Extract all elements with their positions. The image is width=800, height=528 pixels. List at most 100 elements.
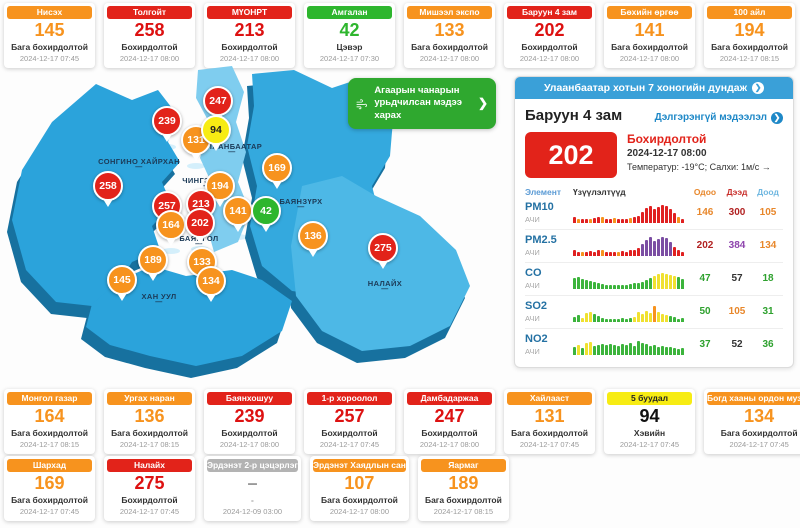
sparkline-bar [593, 217, 596, 223]
station-card[interactable]: 5 буудал 94 Хэвийн 2024-12-17 07:45 [604, 389, 695, 454]
chevron-right-icon: ❯ [477, 95, 488, 110]
map-aqi-marker[interactable]: 94 [201, 115, 231, 159]
station-card[interactable]: Мишээл экспо 133 Бага бохирдолтой 2024-12-1… [404, 3, 495, 68]
aqi-timestamp: 2024-12-17 08:00 [627, 148, 707, 159]
sparkline-bar [629, 317, 632, 322]
station-card[interactable]: Ургах наран 136 Бага бохирдолтой 2024-12-17… [104, 389, 195, 454]
sparkline-bar [589, 250, 592, 256]
pollutant-element-cell: PM2.5 АЧИ [525, 234, 573, 257]
sparkline-bar [649, 312, 652, 322]
sparkline-bar [665, 237, 668, 256]
map-aqi-marker[interactable]: 275 [368, 233, 398, 277]
map-aqi-marker[interactable]: 141 [223, 196, 253, 240]
sparkline-bar [581, 218, 584, 223]
station-card-aqi-value: 239 [234, 406, 265, 426]
sparkline-bar [621, 317, 624, 322]
pollutant-min-value: 105 [759, 207, 777, 218]
marker-value: 164 [162, 219, 180, 231]
station-card-status: Бохирдолтой [321, 428, 378, 438]
sparkline-bar [593, 313, 596, 322]
sparkline-bar [661, 345, 664, 355]
sparkline-bar [673, 212, 676, 223]
pollutant-name: CO [525, 267, 542, 279]
map-aqi-marker[interactable]: 189 [138, 245, 168, 289]
station-card-timestamp: 2024-12-17 08:15 [719, 54, 780, 63]
station-card-aqi-value: 133 [434, 20, 465, 40]
pollutant-unit: АЧИ [525, 248, 540, 257]
station-card-aqi-value: 213 [234, 20, 265, 40]
weekly-average-button[interactable]: Улаанбаатар хотын 7 хоногийн дундаж ❯ [515, 77, 793, 99]
station-card-aqi-value: 257 [334, 406, 365, 426]
map-aqi-marker[interactable]: 145 [107, 265, 137, 309]
station-card[interactable]: Шархад 169 Бага бохирдолтой 2024-12-17 07:4… [4, 456, 95, 521]
station-card[interactable]: МҮОНРТ 213 Бохирдолтой 2024-12-17 08:00 [204, 3, 295, 68]
pollutant-row: CO АЧИ 47 57 18 [525, 263, 783, 296]
marker-value: 258 [99, 180, 117, 192]
marker-value: 131 [187, 134, 205, 146]
map-aqi-marker[interactable]: 258 [93, 171, 123, 215]
station-card-aqi-value: 145 [34, 20, 65, 40]
bottom-station-card-row-1: Монгол газар 164 Бага бохирдолтой 2024-12-1… [4, 389, 800, 454]
map-aqi-marker[interactable]: 239 [152, 106, 182, 150]
sparkline-bar [633, 345, 636, 355]
station-card[interactable]: 1-р хороолол 257 Бохирдолтой 2024-12-17 07:… [304, 389, 395, 454]
sparkline-bar [637, 247, 640, 256]
station-card-status: Бага бохирдолтой [711, 42, 788, 52]
station-card[interactable]: Баянхошуу 239 Бохирдолтой 2024-12-17 08:00 [204, 389, 295, 454]
station-card[interactable]: Амгалан 42 Цэвэр 2024-12-17 07:30 [304, 3, 395, 68]
map-aqi-marker[interactable]: 169 [262, 153, 292, 197]
map-aqi-marker[interactable]: 134 [196, 266, 226, 310]
sparkline-bar [645, 207, 648, 223]
header-element: Элемент [525, 187, 562, 197]
station-card-title: Эрдэнэт 2-р цэцэрлэг [207, 459, 298, 472]
station-card-aqi-value: 169 [34, 473, 65, 493]
station-card-status: Бохирдолтой [421, 428, 478, 438]
sparkline-bar [577, 251, 580, 256]
sparkline-bar [669, 241, 672, 256]
station-card[interactable]: Толгойт 258 Бохирдолтой 2024-12-17 08:00 [104, 3, 195, 68]
sparkline-bar [609, 284, 612, 289]
station-card[interactable]: 100 айл 194 Бага бохирдолтой 2024-12-17 08:… [704, 3, 795, 68]
station-card[interactable]: Налайх 275 Бохирдолтой 2024-12-17 07:45 [104, 456, 195, 521]
station-card[interactable]: Эрдэнэт 2-р цэцэрлэг – - 2024-12-09 03:00 [204, 456, 301, 521]
sparkline-bar [609, 318, 612, 322]
pollutant-now-value: 146 [696, 207, 714, 218]
station-card-status: Бага бохирдолтой [11, 428, 88, 438]
pollutant-max-value: 300 [728, 207, 746, 218]
station-card[interactable]: Дамбадаржаа 247 Бохирдолтой 2024-12-17 08:0… [404, 389, 495, 454]
station-card[interactable]: Яармаг 189 Бага бохирдолтой 2024-12-17 08:1… [417, 456, 509, 521]
marker-value: 145 [113, 274, 131, 286]
sparkline-bar [625, 318, 628, 322]
pollutant-name: PM2.5 [525, 234, 557, 246]
map-aqi-marker[interactable]: 42 [251, 196, 281, 240]
station-card-timestamp: 2024-12-17 07:45 [729, 440, 789, 449]
pollutant-sparkline [573, 203, 689, 223]
station-card[interactable]: Нисэх 145 Бага бохирдолтой 2024-12-17 07:45 [4, 3, 95, 68]
forecast-button[interactable]: Агаарын чанарын урьдчилсан мэдээ харах ❯ [348, 78, 496, 130]
station-card[interactable]: Хайлааст 131 Бага бохирдолтой 2024-12-17 07… [504, 389, 595, 454]
station-card-timestamp: 2024-12-17 08:00 [219, 440, 280, 449]
sparkline-bar [661, 236, 664, 256]
station-card[interactable]: Монгол газар 164 Бага бохирдолтой 2024-12-1… [4, 389, 95, 454]
sparkline-bar [609, 218, 612, 223]
station-card[interactable]: Эрдэнэт Хаядлын сан 107 Бага бохирдолтой 20… [309, 456, 409, 521]
map-aqi-marker[interactable]: 247 [203, 86, 233, 130]
sparkline-bar [657, 206, 660, 223]
sparkline-bar [617, 318, 620, 322]
map-aqi-marker[interactable]: 136 [298, 221, 328, 265]
sparkline-bar [609, 343, 612, 355]
details-link[interactable]: Дэлгэрэнгүй мэдээлэл ❯ [655, 111, 783, 124]
station-card[interactable]: Богд хааны ордон музей134 Бага бохирдолто… [704, 389, 800, 454]
map-aqi-marker[interactable]: 164 [156, 210, 186, 254]
station-card[interactable]: Баруун 4 зам 202 Бохирдолтой 2024-12-17 08:… [504, 3, 595, 68]
sparkline-bar [665, 346, 668, 355]
sparkline-bar [665, 205, 668, 223]
sparkline-bar [653, 275, 656, 289]
pollutant-max-value: 105 [728, 306, 746, 317]
sparkline-bar [637, 340, 640, 355]
sparkline-bar [573, 316, 576, 322]
station-card[interactable]: Бөхийн өргөө 141 Бага бохирдолтой 2024-12-1… [604, 3, 695, 68]
map-aqi-marker[interactable]: 202 [185, 208, 215, 252]
station-card-aqi-value: 136 [134, 406, 165, 426]
header-max: Дээд [726, 187, 748, 197]
